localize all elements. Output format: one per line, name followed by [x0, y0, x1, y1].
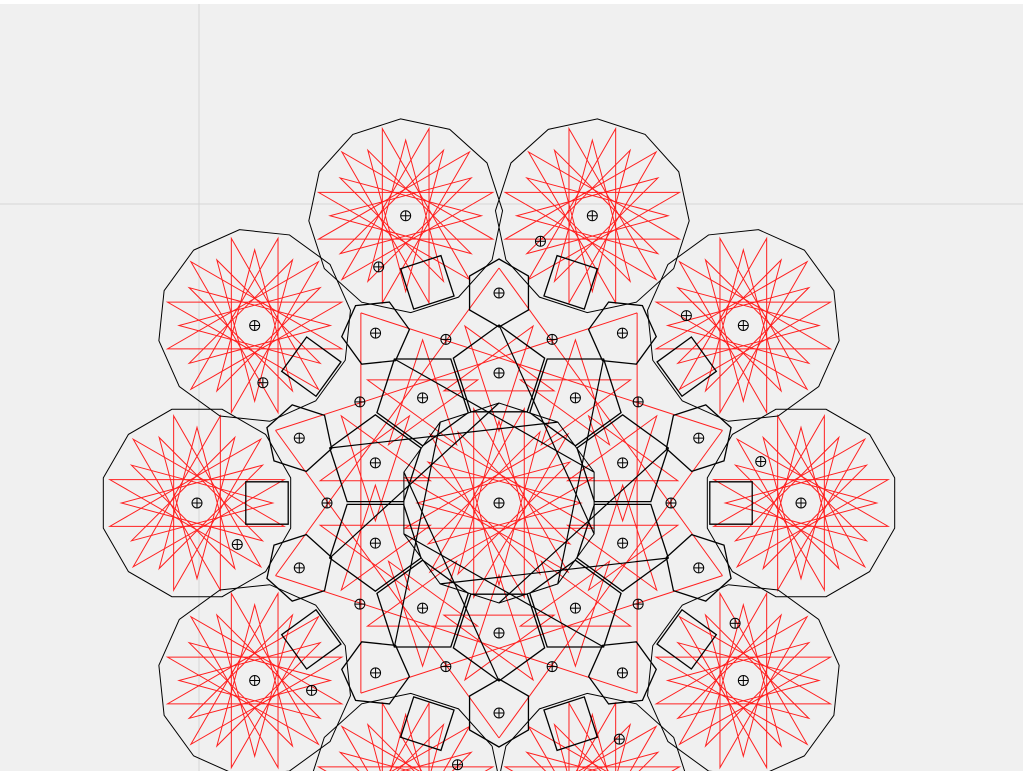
- tile-edge: [498, 324, 595, 535]
- rhombus-connector-tile: [656, 336, 718, 398]
- pentagon-tile: [376, 559, 470, 648]
- pentagram-motif: [442, 573, 556, 682]
- star-motif: [328, 138, 484, 294]
- hexagon-connector-tile: [266, 404, 333, 473]
- pentagon-tile: [452, 593, 546, 682]
- rhombus-connector-tile: [543, 254, 599, 310]
- pentagon-tile: [452, 324, 546, 413]
- dodecagon-tile: [500, 692, 686, 771]
- dodecagon-tile: [647, 584, 840, 771]
- pentagon-tile: [576, 503, 670, 592]
- pentagon-tile: [328, 414, 422, 503]
- dodecagon-tile: [312, 692, 498, 771]
- central-decagon-tile: [403, 402, 595, 604]
- dodecagon-tile: [647, 229, 840, 422]
- star-motif: [665, 602, 821, 759]
- pentagon-tile: [376, 358, 470, 447]
- tile-edge: [403, 471, 500, 682]
- design-canvas[interactable]: [0, 4, 1023, 771]
- pentagram-motif: [518, 338, 633, 447]
- star-motif: [711, 413, 891, 593]
- star-motif: [723, 425, 879, 581]
- pentagram-motif: [365, 338, 480, 447]
- hexagon-connector-tile: [587, 641, 657, 705]
- dodecagon-tile: [158, 584, 351, 771]
- rhombus-connector-tile: [399, 254, 455, 310]
- interlace-line: [360, 575, 723, 694]
- pentagon-tile: [328, 503, 422, 592]
- star-motif: [415, 419, 583, 587]
- star-motif: [654, 236, 833, 415]
- rhombus-connector-tile: [245, 481, 289, 525]
- star-motif: [654, 591, 833, 770]
- pentagram-motif: [565, 414, 680, 523]
- guide-lines: [0, 4, 1023, 771]
- rhombus-connector-tile: [280, 608, 342, 670]
- star-motif: [665, 247, 821, 404]
- hexagon-connector-tile: [665, 404, 732, 473]
- tile-edge: [393, 421, 441, 648]
- star-motif: [177, 247, 333, 404]
- tile-edge: [557, 358, 605, 585]
- star-motif: [503, 701, 682, 771]
- hexagon-connector-tile: [468, 678, 530, 748]
- star-motif: [119, 425, 275, 581]
- rhombus-connector-tile: [280, 336, 342, 398]
- interlace-line: [275, 575, 638, 694]
- pentagram-motif: [365, 559, 480, 668]
- pentagram-motif: [318, 414, 433, 523]
- interlace-line: [275, 267, 500, 576]
- star-motif: [165, 591, 344, 770]
- tiling-pattern: [0, 4, 1023, 771]
- tile-edge: [440, 557, 669, 585]
- star-motif: [165, 236, 344, 415]
- tile-edge: [329, 421, 558, 449]
- interlace-line: [275, 430, 500, 739]
- dodecagon-tile: [494, 118, 690, 314]
- hexagon-connector-tile: [468, 258, 530, 328]
- center-marker-layer: [191, 210, 807, 771]
- star-motif: [316, 126, 495, 305]
- star-motif: [402, 406, 596, 600]
- pentagon-tile: [576, 414, 670, 503]
- tile-outline-layer: [102, 118, 896, 771]
- hexagon-connector-tile: [665, 533, 732, 602]
- tile-edge: [329, 402, 500, 559]
- dodecagon-tile: [158, 229, 351, 422]
- pentagram-motif: [518, 559, 633, 668]
- interlace-line: [498, 430, 723, 739]
- hexagon-connector-tile: [587, 301, 657, 365]
- star-motif: [338, 712, 473, 771]
- tile-edge: [394, 358, 595, 473]
- pentagon-tile: [528, 559, 622, 648]
- interlace-line: [498, 267, 723, 576]
- pentagon-tile: [528, 358, 622, 447]
- rhombus-connector-tile: [709, 481, 753, 525]
- dodecagon-tile: [308, 118, 504, 314]
- dodecagon-tile: [102, 408, 292, 598]
- tile-edge: [498, 447, 669, 604]
- hexagon-connector-tile: [341, 301, 411, 365]
- rhombus-connector-tile: [399, 696, 455, 752]
- interlace-line: [360, 312, 723, 431]
- tile-edge: [403, 533, 604, 648]
- pentagram-motif: [318, 483, 433, 592]
- rhombus-connector-tile: [656, 608, 718, 670]
- dodecagon-tile: [706, 408, 896, 598]
- star-motif: [525, 712, 660, 771]
- hexagon-connector-tile: [341, 641, 411, 705]
- hexagon-connector-tile: [266, 533, 333, 602]
- star-motif: [177, 602, 333, 759]
- pentagram-motif: [565, 483, 680, 592]
- interlace-line: [275, 312, 638, 431]
- rhombus-connector-tile: [543, 696, 599, 752]
- star-motif: [514, 138, 670, 294]
